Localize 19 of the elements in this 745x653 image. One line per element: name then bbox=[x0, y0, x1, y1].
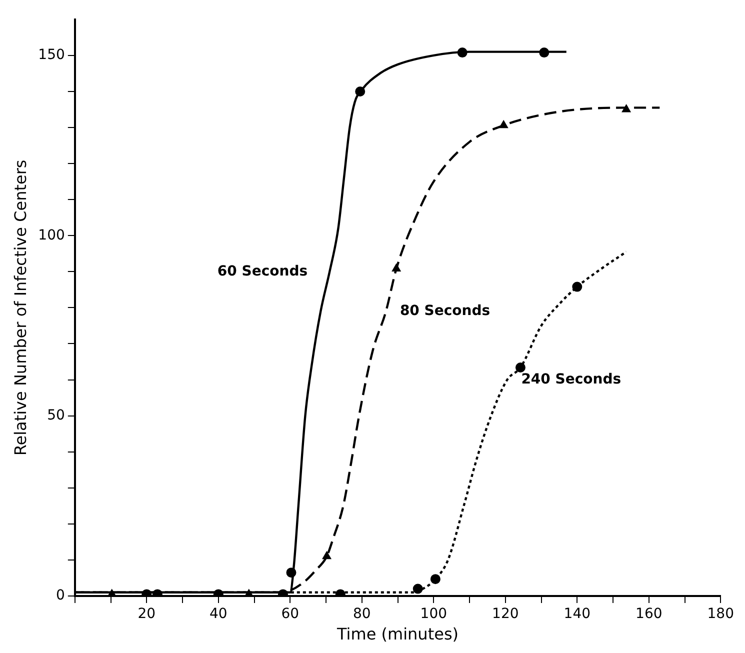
x-tick-label: 60 bbox=[281, 606, 300, 622]
x-tick-label: 140 bbox=[564, 606, 591, 622]
y-tick-label: 50 bbox=[47, 407, 65, 424]
x-tick-label: 160 bbox=[636, 606, 662, 622]
x-tick-label: 180 bbox=[707, 606, 734, 622]
x-tick-label: 20 bbox=[138, 606, 156, 622]
x-axis-title: Time (minutes) bbox=[336, 624, 459, 644]
y-tick-label: 100 bbox=[38, 227, 65, 244]
x-tick-label: 40 bbox=[210, 606, 228, 622]
series-label: 80 Seconds bbox=[400, 302, 490, 319]
series-label: 60 Seconds bbox=[217, 263, 308, 280]
y-tick-label: 0 bbox=[56, 588, 65, 604]
x-tick-label: 100 bbox=[420, 606, 448, 622]
y-axis-title: Relative Number of Infective Centers bbox=[10, 160, 30, 456]
y-tick-label: 150 bbox=[38, 47, 65, 64]
x-tick-label: 120 bbox=[492, 606, 519, 622]
x-tick-label: 80 bbox=[352, 606, 371, 622]
series-label: 240 Seconds bbox=[521, 371, 622, 388]
point bbox=[322, 551, 332, 560]
